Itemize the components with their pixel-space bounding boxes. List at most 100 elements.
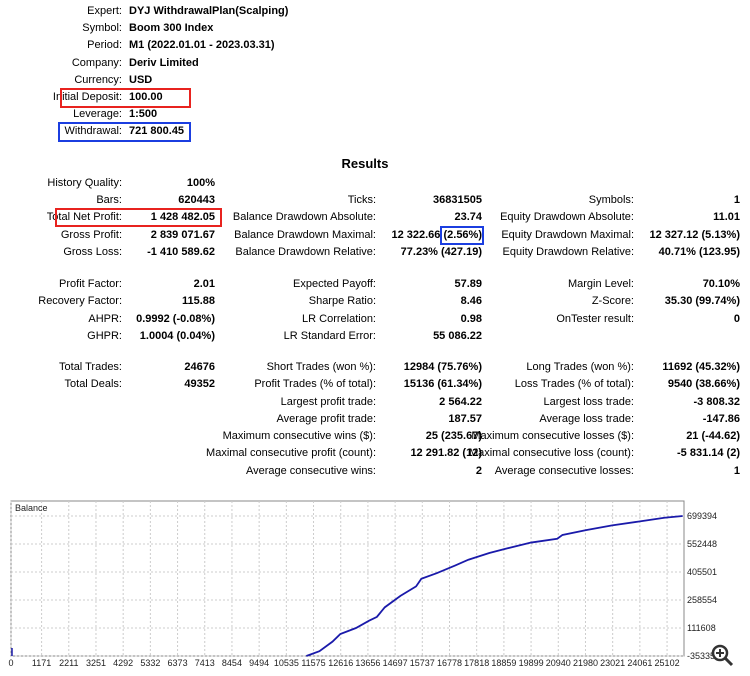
result-value: 35.30 (99.74%) [664,295,740,307]
result-label: Margin Level: [567,278,634,290]
x-tick-label: 2211 [59,658,78,668]
result-value: 12984 (75.76%) [403,361,482,373]
x-tick-label: 3251 [86,658,106,668]
header-label: Period: [87,39,122,52]
result-value: 15136 (61.34%) [403,378,482,390]
header-value: 1:500 [129,108,158,121]
balance-chart: 0 1171 2211 3251 4292 5332 6373 7413 8454 9494 105… [8,500,734,668]
result-label: Maximum consecutive losses ($): [471,430,634,442]
result-label: Equity Drawdown Absolute: [500,211,634,223]
result-label: Profit Trades (% of total): [254,378,376,390]
result-label: Loss Trades (% of total): [514,378,634,390]
result-label: Largest profit trade: [280,396,376,408]
x-tick-label: 16778 [437,658,462,668]
plot-area [10,500,685,657]
result-value: 55 086.22 [433,330,482,342]
x-tick-label: 25102 [655,658,680,668]
header-label: Expert: [87,5,122,17]
x-tick-label: 13656 [355,658,380,668]
result-label: Z-Score: [591,295,634,307]
result-value: 2 564.22 [439,396,482,408]
header-label: Withdrawal: [64,125,122,138]
result-label: Expected Payoff: [293,278,376,290]
header-label: Company: [71,56,122,69]
x-tick-label: 5332 [140,658,160,668]
result-value: 2 [475,465,482,477]
result-label: Bars: [96,194,122,206]
x-tick-label: 12616 [328,658,353,668]
y-tick-label: 699394 [687,511,717,521]
withdrawal-highlight [58,122,191,142]
x-tick-label: 1171 [32,658,51,668]
result-label: Equity Drawdown Maximal: [501,229,634,241]
balance-line [306,515,683,657]
zoom-icon [711,644,729,662]
result-label: Total Trades: [59,361,122,373]
result-label: Recovery Factor: [38,295,122,307]
result-label: LR Standard Error: [283,330,376,342]
result-label: AHPR: [88,313,122,325]
result-value: 0.98 [460,313,482,325]
result-value: 12 327.12 (5.13%) [649,229,740,241]
result-value: 11.01 [713,211,740,223]
result-label: Total Net Profit: [46,211,122,223]
result-value: 25 (235.67) [425,430,482,442]
result-label: Balance Drawdown Absolute: [232,211,376,223]
result-value: 36831505 [433,194,482,206]
x-tick-label: 6373 [168,658,188,668]
x-tick-label: 8454 [222,658,242,668]
y-tick-label: 111608 [687,623,716,633]
chart-title: Balance [15,503,48,513]
results-title: Results [341,156,389,171]
y-tick-label: -35335 [687,651,715,661]
result-value: 24676 [184,361,215,373]
result-label: Balance Drawdown Relative: [235,246,376,258]
header-value: 721 800.45 [129,125,185,138]
result-value: 1 428 482.05 [150,211,215,223]
result-label: Long Trades (won %): [526,361,634,373]
result-label: Equity Drawdown Relative: [502,246,634,258]
result-value: 70.10% [702,278,740,290]
header-value: DYJ WithdrawalPlan(Scalping) [129,5,289,17]
header-value: USD [129,73,153,86]
result-label: Sharpe Ratio: [308,295,376,307]
result-label: Symbols: [588,194,634,206]
result-label: Ticks: [347,194,376,206]
y-tick-label: 552448 [687,539,717,549]
result-label: Short Trades (won %): [266,361,376,373]
x-tick-label: 18859 [491,658,516,668]
initial-deposit-highlight [60,88,191,108]
result-value: 49352 [184,378,215,390]
header-label: Symbol: [82,22,122,35]
zoom-icon-handle [723,656,734,667]
result-value: 12 322.66 (2.56%) [391,229,482,241]
header-label: Currency: [74,73,122,86]
x-tick-label: 20940 [546,658,571,668]
drawdown-percent-highlight [440,226,484,245]
result-label: Average loss trade: [539,413,634,425]
x-tick-label: 17818 [464,658,489,668]
result-label: OnTester result: [556,313,634,325]
header-value: M1 (2022.01.01 - 2023.03.31) [129,39,275,52]
result-label: Profit Factor: [59,278,122,290]
result-value: 40.71% (123.95) [658,246,740,258]
header-value: Deriv Limited [129,56,199,69]
result-label: History Quality: [47,177,122,189]
y-tick-label: 258554 [687,595,717,605]
result-value: 12 291.82 (12) [410,447,482,459]
result-label: GHPR: [87,330,122,342]
result-value: 23.74 [454,211,482,223]
result-value: 100% [186,177,215,189]
result-label: Maximal consecutive profit (count): [206,447,376,459]
x-tick-label: 4292 [113,658,133,668]
result-value: 8.46 [460,295,482,307]
result-value: 2.01 [193,278,215,290]
header-label: Initial Deposit: [52,91,122,103]
x-tick-label: 7413 [195,658,215,668]
result-value: -3 808.32 [693,396,740,408]
result-label: Maximal consecutive loss (count): [468,447,634,459]
header-value: Boom 300 Index [129,22,214,35]
result-value: -5 831.14 (2) [677,447,740,459]
result-value: 1.0004 (0.04%) [139,330,215,342]
result-value: 187.57 [448,413,482,425]
